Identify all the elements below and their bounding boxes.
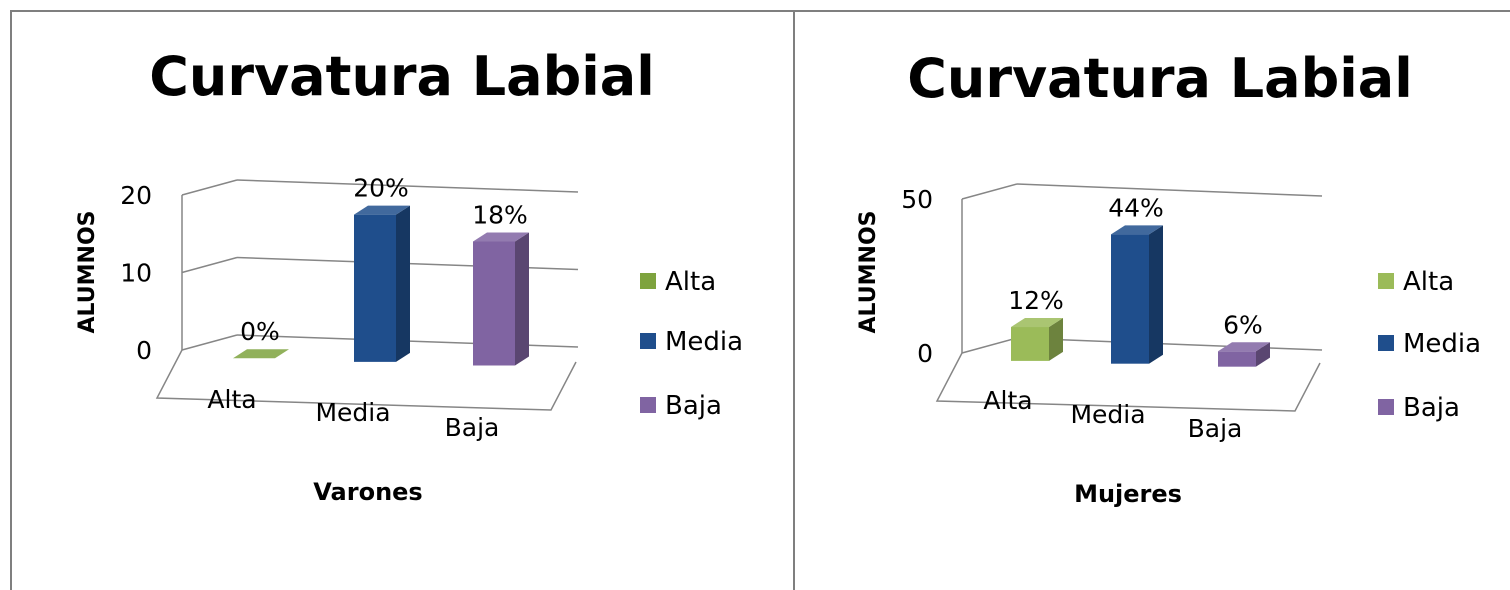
y-tick-label: 0 (917, 339, 933, 368)
legend-swatch (1378, 335, 1394, 351)
y-tick-label: 0 (136, 336, 152, 365)
plot-floor (935, 352, 1321, 412)
bar-top (1218, 342, 1270, 352)
bar-side (1256, 342, 1270, 367)
legend-swatch (640, 397, 656, 413)
gridline-wall (181, 256, 238, 274)
bar-front (1218, 351, 1256, 367)
x-tick-label: Baja (1188, 414, 1243, 443)
bar-baja (1218, 342, 1270, 367)
bar-top (233, 349, 289, 359)
gridline-wall (961, 183, 1018, 200)
legend-swatch (1378, 273, 1394, 289)
x-axis-title: Mujeres (1074, 480, 1182, 508)
x-tick-label: Baja (445, 413, 500, 442)
x-tick-label: Alta (207, 385, 256, 414)
gridline-wall (181, 179, 238, 196)
chart-title: Curvatura Labial (907, 47, 1412, 110)
y-tick-label: 20 (120, 181, 152, 210)
bar-side (1149, 225, 1163, 364)
chart-marks: 0 10 20 0% Alta 20% Media 18% Baja Alta Media Baja 0… (120, 174, 1481, 443)
gridline (236, 179, 579, 193)
bar-alta (233, 349, 289, 359)
x-tick-label: Media (1070, 400, 1145, 429)
gridline-wall (961, 337, 1018, 354)
bar-front (1011, 327, 1049, 361)
data-label: 44% (1108, 193, 1164, 222)
x-axis-title: Varones (313, 478, 422, 506)
bar-side (396, 205, 410, 362)
x-tick-label: Media (315, 398, 390, 427)
bar-top (1111, 225, 1163, 235)
bar-side (1049, 318, 1063, 361)
legend-label: Alta (665, 267, 716, 297)
bar-top (473, 232, 529, 242)
plot-floor (155, 349, 577, 411)
bar-front (473, 241, 515, 366)
bar-media (354, 205, 410, 362)
legend-label: Baja (665, 391, 722, 421)
bar-top (1011, 318, 1063, 328)
y-tick-label: 50 (901, 185, 933, 214)
data-label: 20% (353, 174, 409, 203)
bar-top (354, 205, 410, 215)
gridline (1016, 337, 1323, 351)
bar-media (1111, 225, 1163, 364)
legend-label: Baja (1403, 393, 1460, 423)
y-axis-label: ALUMNOS (856, 211, 881, 334)
bar-baja (473, 232, 529, 366)
bar-front (354, 214, 396, 362)
bar-alta (1011, 318, 1063, 361)
data-label: 18% (472, 201, 528, 230)
legend-label: Alta (1403, 267, 1454, 297)
gridline-wall (181, 334, 238, 351)
data-label: 12% (1008, 286, 1064, 315)
bar-front (1111, 234, 1149, 364)
legend-swatch (1378, 399, 1394, 415)
gridline (1016, 183, 1323, 197)
y-tick-label: 10 (120, 259, 152, 288)
legend-label: Media (665, 327, 743, 357)
data-label: 0% (240, 317, 280, 346)
legend-label: Media (1403, 329, 1481, 359)
legend-swatch (640, 273, 656, 289)
y-axis-label: ALUMNOS (75, 211, 100, 334)
bar-side (515, 232, 529, 366)
x-tick-label: Alta (983, 386, 1032, 415)
legend-swatch (640, 333, 656, 349)
data-label: 6% (1223, 310, 1263, 339)
chart-title: Curvatura Labial (149, 45, 654, 108)
